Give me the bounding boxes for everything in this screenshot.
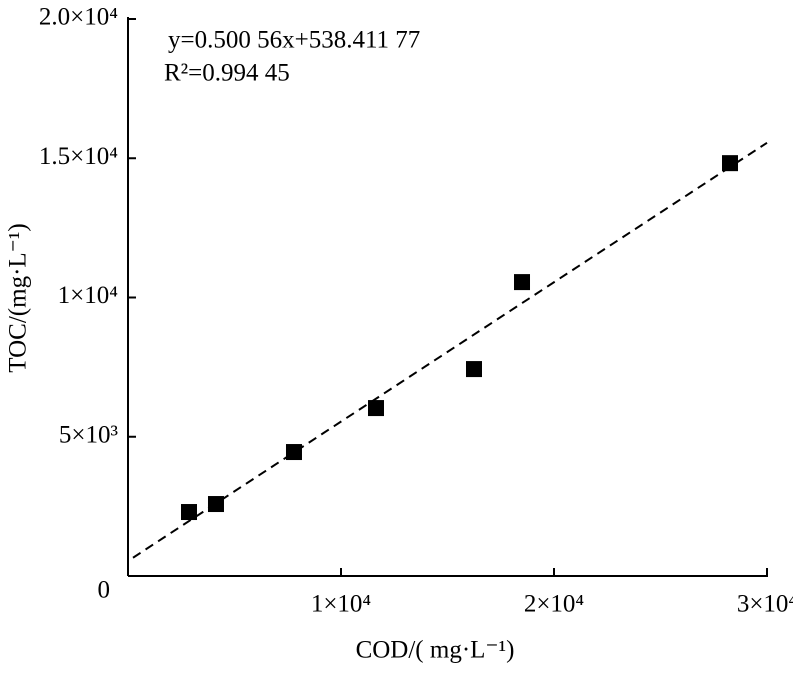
y-axis-label: TOC/(mg·L⁻¹) xyxy=(5,223,32,372)
y-tick-label: 2.0×10⁴ xyxy=(39,4,118,31)
x-tick-label: 1×10⁴ xyxy=(311,591,372,618)
x-axis-label: COD/( mg·L⁻¹) xyxy=(356,637,515,664)
marker xyxy=(514,274,531,291)
marker xyxy=(722,155,739,172)
equation: y=0.500 56x+538.411 77 xyxy=(168,27,420,54)
y-tick-label: 1.5×10⁴ xyxy=(39,143,118,170)
marker xyxy=(367,400,384,417)
marker xyxy=(285,444,302,461)
y-tick-label: 1×10⁴ xyxy=(58,282,119,309)
y-tick-label: 5×10³ xyxy=(59,421,119,448)
marker xyxy=(465,361,482,378)
marker xyxy=(181,504,198,521)
trend-line xyxy=(132,141,768,559)
marker xyxy=(207,496,224,513)
r-squared: R²=0.994 45 xyxy=(164,60,290,87)
x-tick-label: 3×10⁴ xyxy=(737,591,793,618)
y-tick-label: 0 xyxy=(98,577,111,604)
x-tick-label: 2×10⁴ xyxy=(524,591,585,618)
